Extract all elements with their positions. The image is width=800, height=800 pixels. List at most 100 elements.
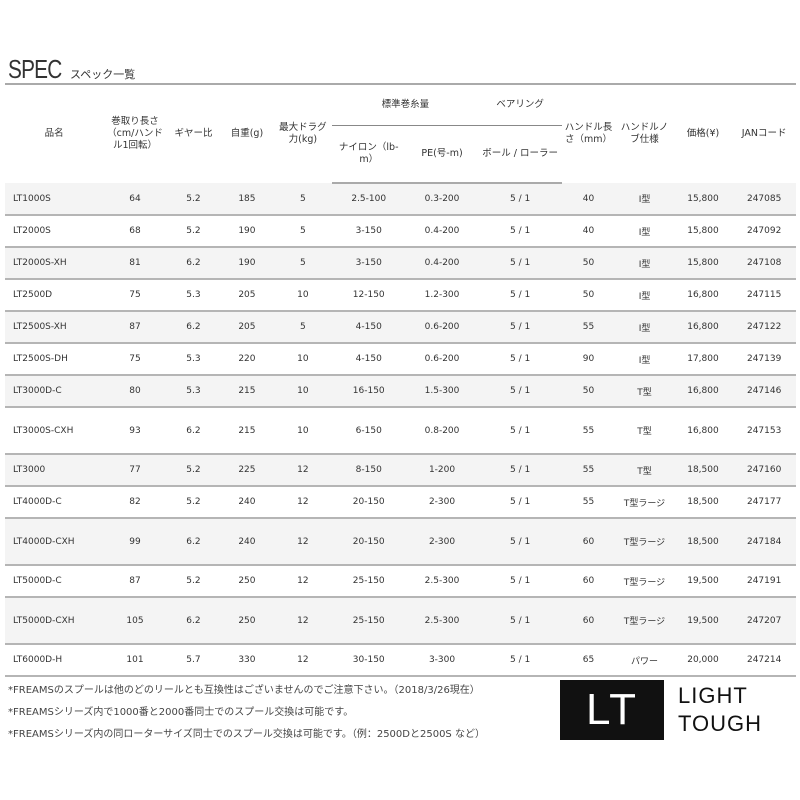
header-weight: 自重(g) [230, 128, 264, 140]
table-cell: 190 [220, 247, 274, 280]
table-cell: 55 [561, 486, 616, 519]
lt-logo: LT LIGHT TOUGH [560, 680, 762, 740]
table-cell: 190 [220, 215, 274, 248]
table-cell: 60 [561, 597, 616, 645]
table-cell: 5 / 1 [478, 183, 562, 216]
table-cell: 15,800 [673, 215, 733, 248]
table-cell: LT5000D-CXH [5, 597, 104, 645]
table-cell: 0.3-200 [405, 183, 479, 216]
table-cell: 5 / 1 [478, 375, 562, 408]
title-main: SPEC [8, 54, 62, 84]
table-row: LT5000D-C 87 5.2 250 12 25-150 2.5-300 5 / 1 60 T… [5, 565, 796, 598]
table-cell: 225 [220, 454, 274, 487]
table-cell: 3-150 [332, 247, 406, 280]
table-row: LT6000D-H 101 5.7 330 12 30-150 3-300 5 / 1 65 パワ… [5, 644, 796, 677]
table-cell: 5 / 1 [478, 247, 562, 280]
table-cell: 247122 [732, 311, 796, 344]
table-cell: 5.2 [166, 215, 221, 248]
table-cell: 247115 [732, 279, 796, 312]
table-cell: 40 [561, 183, 616, 216]
table-cell: LT5000D-C [5, 565, 104, 598]
table-cell: 247177 [732, 486, 796, 519]
table-cell: 3-300 [405, 644, 479, 677]
table-cell: 5.2 [166, 183, 221, 216]
table-cell: I型 [615, 247, 674, 280]
table-cell: 0.4-200 [405, 215, 479, 248]
header-price: 価格(¥) [686, 128, 720, 140]
table-cell: LT3000 [5, 454, 104, 487]
table-cell: 5 / 1 [478, 565, 562, 598]
table-cell: 25-150 [332, 597, 406, 645]
table-cell: 12 [273, 454, 333, 487]
table-cell: 10 [273, 279, 333, 312]
table-cell: T型ラージ [615, 597, 674, 645]
table-cell: 20,000 [673, 644, 733, 677]
table-cell: 247146 [732, 375, 796, 408]
table-row: LT4000D-C 82 5.2 240 12 20-150 2-300 5 / 1 55 T型ラ… [5, 486, 796, 519]
table-cell: 87 [103, 311, 167, 344]
table-cell: 87 [103, 565, 167, 598]
table-cell: 2.5-300 [405, 565, 479, 598]
table-cell: 10 [273, 375, 333, 408]
table-cell: 1-200 [405, 454, 479, 487]
table-cell: 16,800 [673, 311, 733, 344]
note: *FREAMSのスプールは他のどのリールとも互換性はございませんのでご注意下さい… [8, 685, 480, 696]
table-cell: 250 [220, 597, 274, 645]
table-cell: 50 [561, 375, 616, 408]
table-cell: I型 [615, 311, 674, 344]
table-row: LT2000S 68 5.2 190 5 3-150 0.4-200 5 / 1 40 I型 15,… [5, 215, 796, 248]
table-cell: 82 [103, 486, 167, 519]
table-cell: 5 [273, 215, 333, 248]
table-cell: 6.2 [166, 597, 221, 645]
table-cell: 6.2 [166, 407, 221, 455]
table-cell: I型 [615, 343, 674, 376]
header-handle-length: ハンドル長さ（mm） [564, 122, 613, 145]
table-cell: 5 / 1 [478, 311, 562, 344]
table-cell: 20-150 [332, 486, 406, 519]
table-cell: 10 [273, 407, 333, 455]
table-cell: LT2000S-XH [5, 247, 104, 280]
table-cell: 5 / 1 [478, 279, 562, 312]
table-cell: 64 [103, 183, 167, 216]
table-cell: 6.2 [166, 518, 221, 566]
table-cell: 2.5-300 [405, 597, 479, 645]
table-cell: I型 [615, 279, 674, 312]
header-bearing: ベアリング [478, 84, 562, 126]
table-cell: 215 [220, 375, 274, 408]
table-cell: 247108 [732, 247, 796, 280]
table-cell: 16,800 [673, 279, 733, 312]
table-cell: 330 [220, 644, 274, 677]
table-row: LT2500S-DH 75 5.3 220 10 4-150 0.6-200 5 / 1 90 I… [5, 343, 796, 376]
table-cell: 247184 [732, 518, 796, 566]
table-cell: 220 [220, 343, 274, 376]
table-cell: 247160 [732, 454, 796, 487]
table-cell: 2-300 [405, 486, 479, 519]
table-cell: 205 [220, 279, 274, 312]
table-cell: 1.5-300 [405, 375, 479, 408]
table-cell: 5 / 1 [478, 518, 562, 566]
header-knob: ハンドルノブ仕様 [620, 122, 669, 145]
table-cell: 5 / 1 [478, 644, 562, 677]
spec-table: 品名 巻取り長さ（cm/ハンドル1回転） ギヤー比 自重(g) 最大ドラグ力(k… [5, 83, 796, 677]
table-cell: 101 [103, 644, 167, 677]
table-cell: 5 / 1 [478, 454, 562, 487]
logo-line1: LIGHT [678, 683, 748, 708]
table-cell: 77 [103, 454, 167, 487]
table-cell: 1.2-300 [405, 279, 479, 312]
table-cell: 247153 [732, 407, 796, 455]
table-cell: 185 [220, 183, 274, 216]
table-cell: 99 [103, 518, 167, 566]
table-cell: 6.2 [166, 247, 221, 280]
table-cell: 5 [273, 247, 333, 280]
table-cell: 4-150 [332, 311, 406, 344]
table-cell: 5.2 [166, 486, 221, 519]
table-row: LT1000S 64 5.2 185 5 2.5-100 0.3-200 5 / 1 40 I型 1… [5, 183, 796, 216]
table-row: LT5000D-CXH 105 6.2 250 12 25-150 2.5-300 5 / 1… [5, 597, 796, 645]
table-cell: 5.2 [166, 565, 221, 598]
table-cell: 60 [561, 565, 616, 598]
table-cell: 2.5-100 [332, 183, 406, 216]
table-cell: T型 [615, 407, 674, 455]
table-cell: 247085 [732, 183, 796, 216]
table-row: LT3000D-C 80 5.3 215 10 16-150 1.5-300 5 / 1 50 T… [5, 375, 796, 408]
note: *FREAMSシリーズ内で1000番と2000番同士でのスプール交換は可能です。 [8, 707, 354, 718]
